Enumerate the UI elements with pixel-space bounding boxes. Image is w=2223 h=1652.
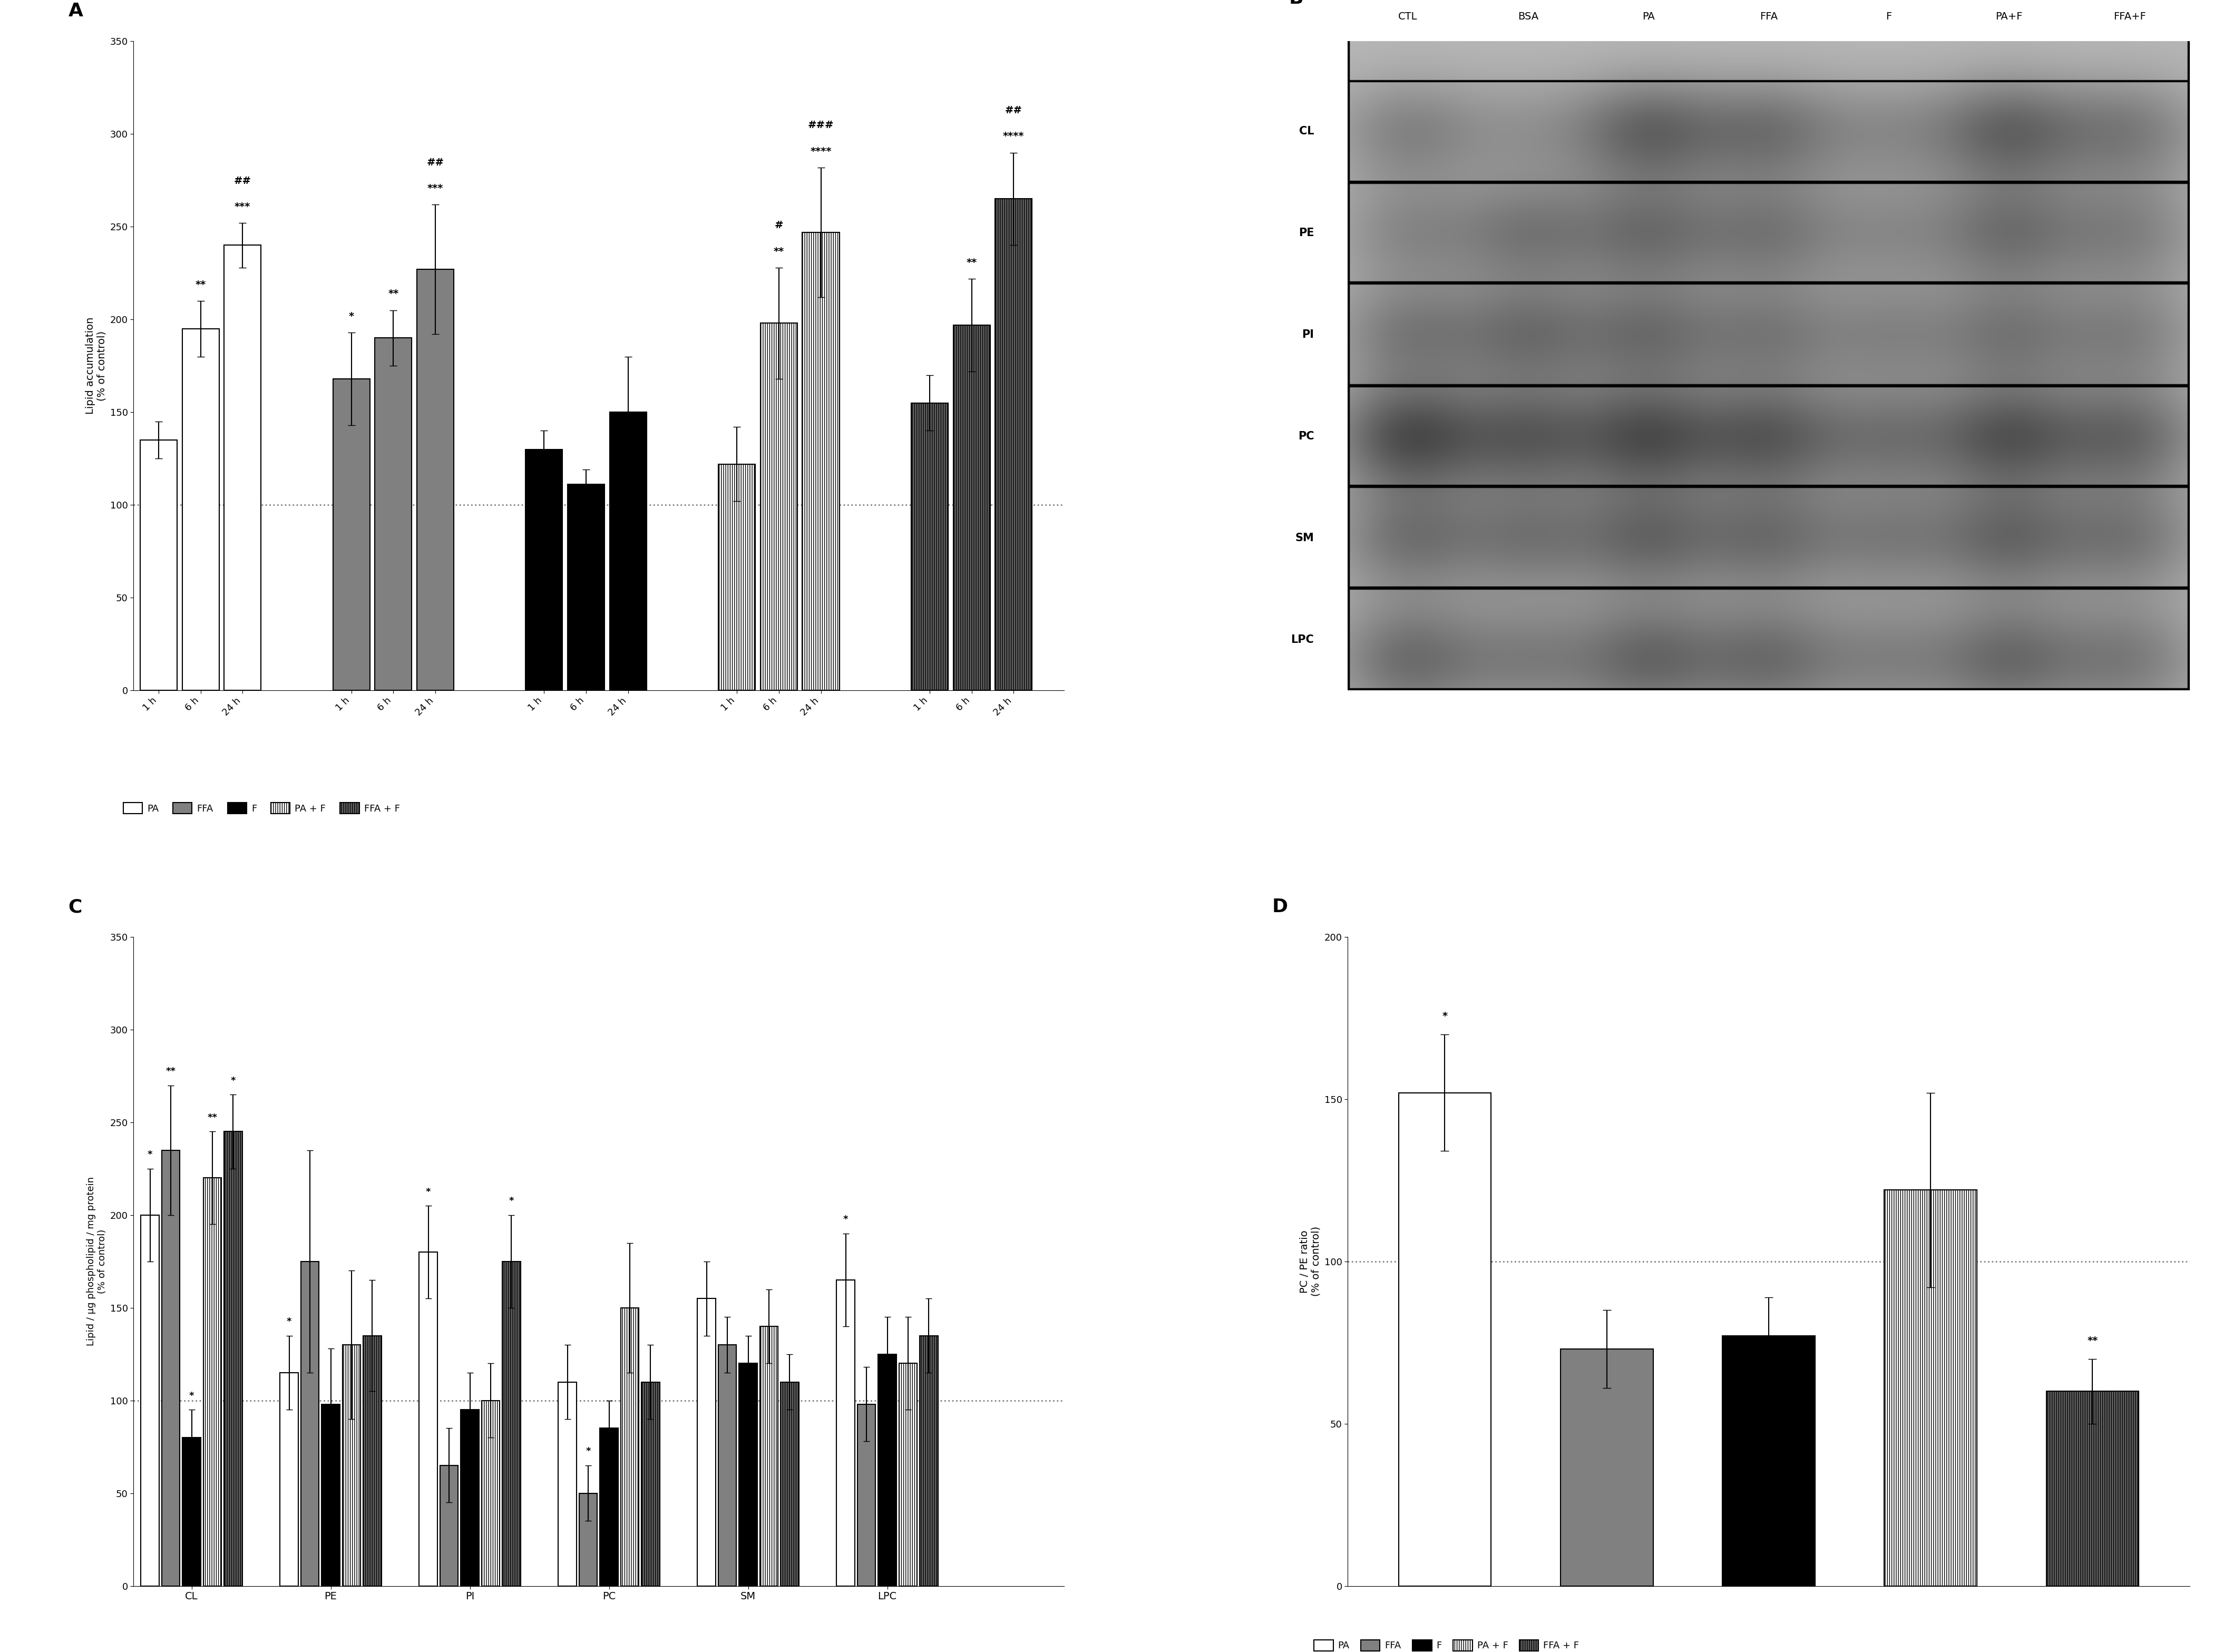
Bar xyxy=(954,325,989,691)
Bar xyxy=(578,1493,598,1586)
Text: *: * xyxy=(427,1188,431,1196)
Text: *: * xyxy=(1443,1011,1447,1021)
Text: F: F xyxy=(1885,12,1892,21)
Bar xyxy=(718,1345,736,1586)
Bar xyxy=(718,464,756,691)
Text: ##: ## xyxy=(233,175,251,187)
Bar xyxy=(1723,1336,1814,1586)
Text: **: ** xyxy=(2087,1336,2099,1346)
Legend: PA, FFA, F, PA + F, FFA + F: PA, FFA, F, PA + F, FFA + F xyxy=(120,800,405,818)
Bar xyxy=(567,484,605,691)
Bar xyxy=(342,1345,360,1586)
Text: PA+F: PA+F xyxy=(1996,12,2023,21)
Bar xyxy=(558,1383,576,1586)
Text: SM: SM xyxy=(1296,532,1314,544)
Text: **: ** xyxy=(207,1113,218,1122)
Bar xyxy=(482,1401,500,1586)
Bar xyxy=(140,439,178,691)
Bar xyxy=(140,1216,160,1586)
Bar xyxy=(878,1355,896,1586)
Text: *: * xyxy=(287,1317,291,1327)
Text: ***: *** xyxy=(427,183,442,193)
Text: **: ** xyxy=(167,1067,176,1075)
Bar xyxy=(376,339,411,691)
Text: FFA: FFA xyxy=(1761,12,1778,21)
Text: PI: PI xyxy=(1303,329,1314,340)
Text: CL: CL xyxy=(1298,126,1314,137)
Y-axis label: Lipid accumulation
(% of control): Lipid accumulation (% of control) xyxy=(84,317,107,415)
Text: ##: ## xyxy=(427,157,445,167)
Bar xyxy=(225,1132,242,1586)
Bar xyxy=(420,1252,438,1586)
Text: *: * xyxy=(349,311,353,320)
Bar xyxy=(182,1437,200,1586)
Bar xyxy=(920,1335,938,1586)
Bar xyxy=(898,1363,918,1586)
Bar xyxy=(280,1373,298,1586)
Text: *: * xyxy=(189,1391,193,1401)
Bar xyxy=(362,1335,382,1586)
Bar xyxy=(609,411,647,691)
Bar xyxy=(760,324,798,691)
Text: #: # xyxy=(774,220,782,230)
Bar xyxy=(162,1150,180,1586)
Bar xyxy=(780,1383,798,1586)
Text: D: D xyxy=(1272,899,1287,915)
Text: PA: PA xyxy=(1643,12,1654,21)
Bar xyxy=(600,1429,618,1586)
Bar xyxy=(996,198,1031,691)
Bar xyxy=(225,244,260,691)
Text: **: ** xyxy=(967,258,976,268)
Bar xyxy=(1885,1189,1976,1586)
Text: **: ** xyxy=(389,289,398,299)
Bar xyxy=(911,403,949,691)
Legend: PA, FFA, F, PA + F, FFA + F: PA, FFA, F, PA + F, FFA + F xyxy=(1309,1635,1583,1652)
Text: ###: ### xyxy=(807,121,834,131)
Bar xyxy=(1398,1092,1492,1586)
Bar xyxy=(858,1404,876,1586)
Bar xyxy=(440,1465,458,1586)
Bar xyxy=(2045,1391,2139,1586)
Bar xyxy=(182,329,220,691)
Text: PE: PE xyxy=(1298,228,1314,238)
Text: *: * xyxy=(147,1150,153,1160)
Bar xyxy=(738,1363,758,1586)
Bar xyxy=(418,269,453,691)
Bar xyxy=(836,1280,856,1586)
Y-axis label: PC / PE ratio
(% of control): PC / PE ratio (% of control) xyxy=(1300,1226,1320,1297)
Y-axis label: Lipid / μg phospholipid / mg protein
(% of control): Lipid / μg phospholipid / mg protein (% … xyxy=(87,1176,107,1346)
Text: *: * xyxy=(231,1075,236,1085)
Bar xyxy=(502,1262,520,1586)
Text: ##: ## xyxy=(1005,106,1023,116)
Text: ***: *** xyxy=(236,202,251,211)
Bar xyxy=(620,1308,638,1586)
Bar xyxy=(803,233,840,691)
Text: BSA: BSA xyxy=(1518,12,1538,21)
Text: *: * xyxy=(585,1447,591,1455)
Text: CTL: CTL xyxy=(1398,12,1418,21)
Bar xyxy=(202,1178,222,1586)
Bar xyxy=(525,449,562,691)
Bar xyxy=(333,378,369,691)
Bar xyxy=(322,1404,340,1586)
Text: A: A xyxy=(69,2,82,20)
Text: **: ** xyxy=(774,246,785,256)
Text: C: C xyxy=(69,899,82,915)
Bar xyxy=(642,1383,660,1586)
Text: B: B xyxy=(1289,0,1303,7)
Bar xyxy=(760,1327,778,1586)
Text: FFA+F: FFA+F xyxy=(2114,12,2145,21)
Text: ****: **** xyxy=(809,147,831,157)
Text: LPC: LPC xyxy=(1292,634,1314,644)
Text: **: ** xyxy=(196,279,207,289)
Bar xyxy=(1561,1350,1654,1586)
Bar xyxy=(460,1409,478,1586)
Bar xyxy=(698,1298,716,1586)
Text: ****: **** xyxy=(1003,132,1025,142)
Text: PC: PC xyxy=(1298,431,1314,441)
Text: *: * xyxy=(509,1196,514,1206)
Text: *: * xyxy=(843,1214,849,1224)
Bar xyxy=(300,1262,320,1586)
